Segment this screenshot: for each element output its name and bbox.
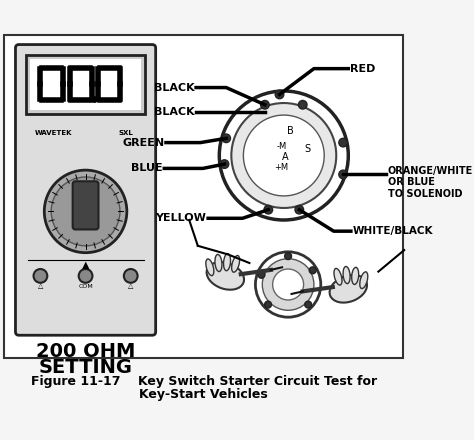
Ellipse shape: [360, 272, 368, 289]
Text: △: △: [128, 283, 133, 289]
Text: △: △: [38, 283, 43, 289]
Circle shape: [273, 269, 303, 300]
Circle shape: [255, 252, 321, 317]
Text: +M: +M: [274, 163, 288, 172]
Text: SETTING: SETTING: [38, 358, 133, 377]
Circle shape: [243, 115, 324, 196]
FancyBboxPatch shape: [73, 181, 99, 230]
FancyBboxPatch shape: [16, 44, 155, 335]
Circle shape: [44, 170, 127, 253]
Text: BLUE: BLUE: [131, 163, 163, 173]
Circle shape: [262, 259, 314, 310]
Circle shape: [34, 269, 47, 283]
Text: B: B: [287, 126, 294, 136]
Text: SXL: SXL: [118, 130, 133, 136]
Text: WHITE/BLACK: WHITE/BLACK: [353, 226, 433, 236]
Text: S: S: [305, 143, 311, 154]
Circle shape: [339, 138, 347, 147]
Circle shape: [285, 253, 292, 260]
Circle shape: [79, 269, 92, 283]
Circle shape: [305, 301, 311, 308]
Text: GREEN: GREEN: [122, 138, 164, 147]
Circle shape: [220, 160, 229, 169]
Ellipse shape: [352, 268, 359, 285]
Circle shape: [219, 91, 348, 220]
Ellipse shape: [224, 253, 230, 271]
Circle shape: [258, 271, 265, 278]
Text: -M: -M: [276, 143, 286, 151]
Text: RED: RED: [350, 64, 375, 73]
Text: ▲: ▲: [82, 260, 89, 270]
Text: Key-Start Vehicles: Key-Start Vehicles: [139, 388, 268, 401]
Ellipse shape: [207, 262, 244, 290]
Circle shape: [275, 90, 284, 99]
Text: WAVETEK: WAVETEK: [35, 130, 72, 136]
Text: ORANGE/WHITE
OR BLUE
TO SOLENOID: ORANGE/WHITE OR BLUE TO SOLENOID: [388, 166, 473, 199]
Ellipse shape: [334, 268, 342, 285]
Text: YELLOW: YELLOW: [155, 213, 206, 223]
Circle shape: [309, 267, 316, 274]
FancyBboxPatch shape: [4, 35, 403, 358]
Circle shape: [264, 301, 272, 308]
Text: COM: COM: [78, 284, 93, 289]
Circle shape: [51, 177, 120, 246]
Ellipse shape: [206, 259, 214, 275]
Text: 200 OHM: 200 OHM: [36, 342, 135, 361]
Text: BLACK: BLACK: [154, 106, 194, 117]
Ellipse shape: [215, 254, 222, 271]
Text: Figure 11-17    Key Switch Starter Circuit Test for: Figure 11-17 Key Switch Starter Circuit …: [31, 375, 377, 388]
Circle shape: [222, 134, 230, 143]
Text: BLACK: BLACK: [154, 83, 194, 92]
FancyBboxPatch shape: [30, 59, 141, 110]
Circle shape: [231, 103, 336, 208]
Circle shape: [261, 100, 269, 109]
Circle shape: [124, 269, 137, 283]
Circle shape: [339, 170, 347, 179]
Circle shape: [299, 100, 307, 109]
FancyBboxPatch shape: [26, 55, 146, 114]
Ellipse shape: [343, 267, 350, 284]
Text: A: A: [282, 152, 289, 162]
Ellipse shape: [329, 275, 367, 303]
Circle shape: [264, 205, 273, 214]
Circle shape: [295, 205, 303, 214]
Ellipse shape: [232, 256, 240, 272]
